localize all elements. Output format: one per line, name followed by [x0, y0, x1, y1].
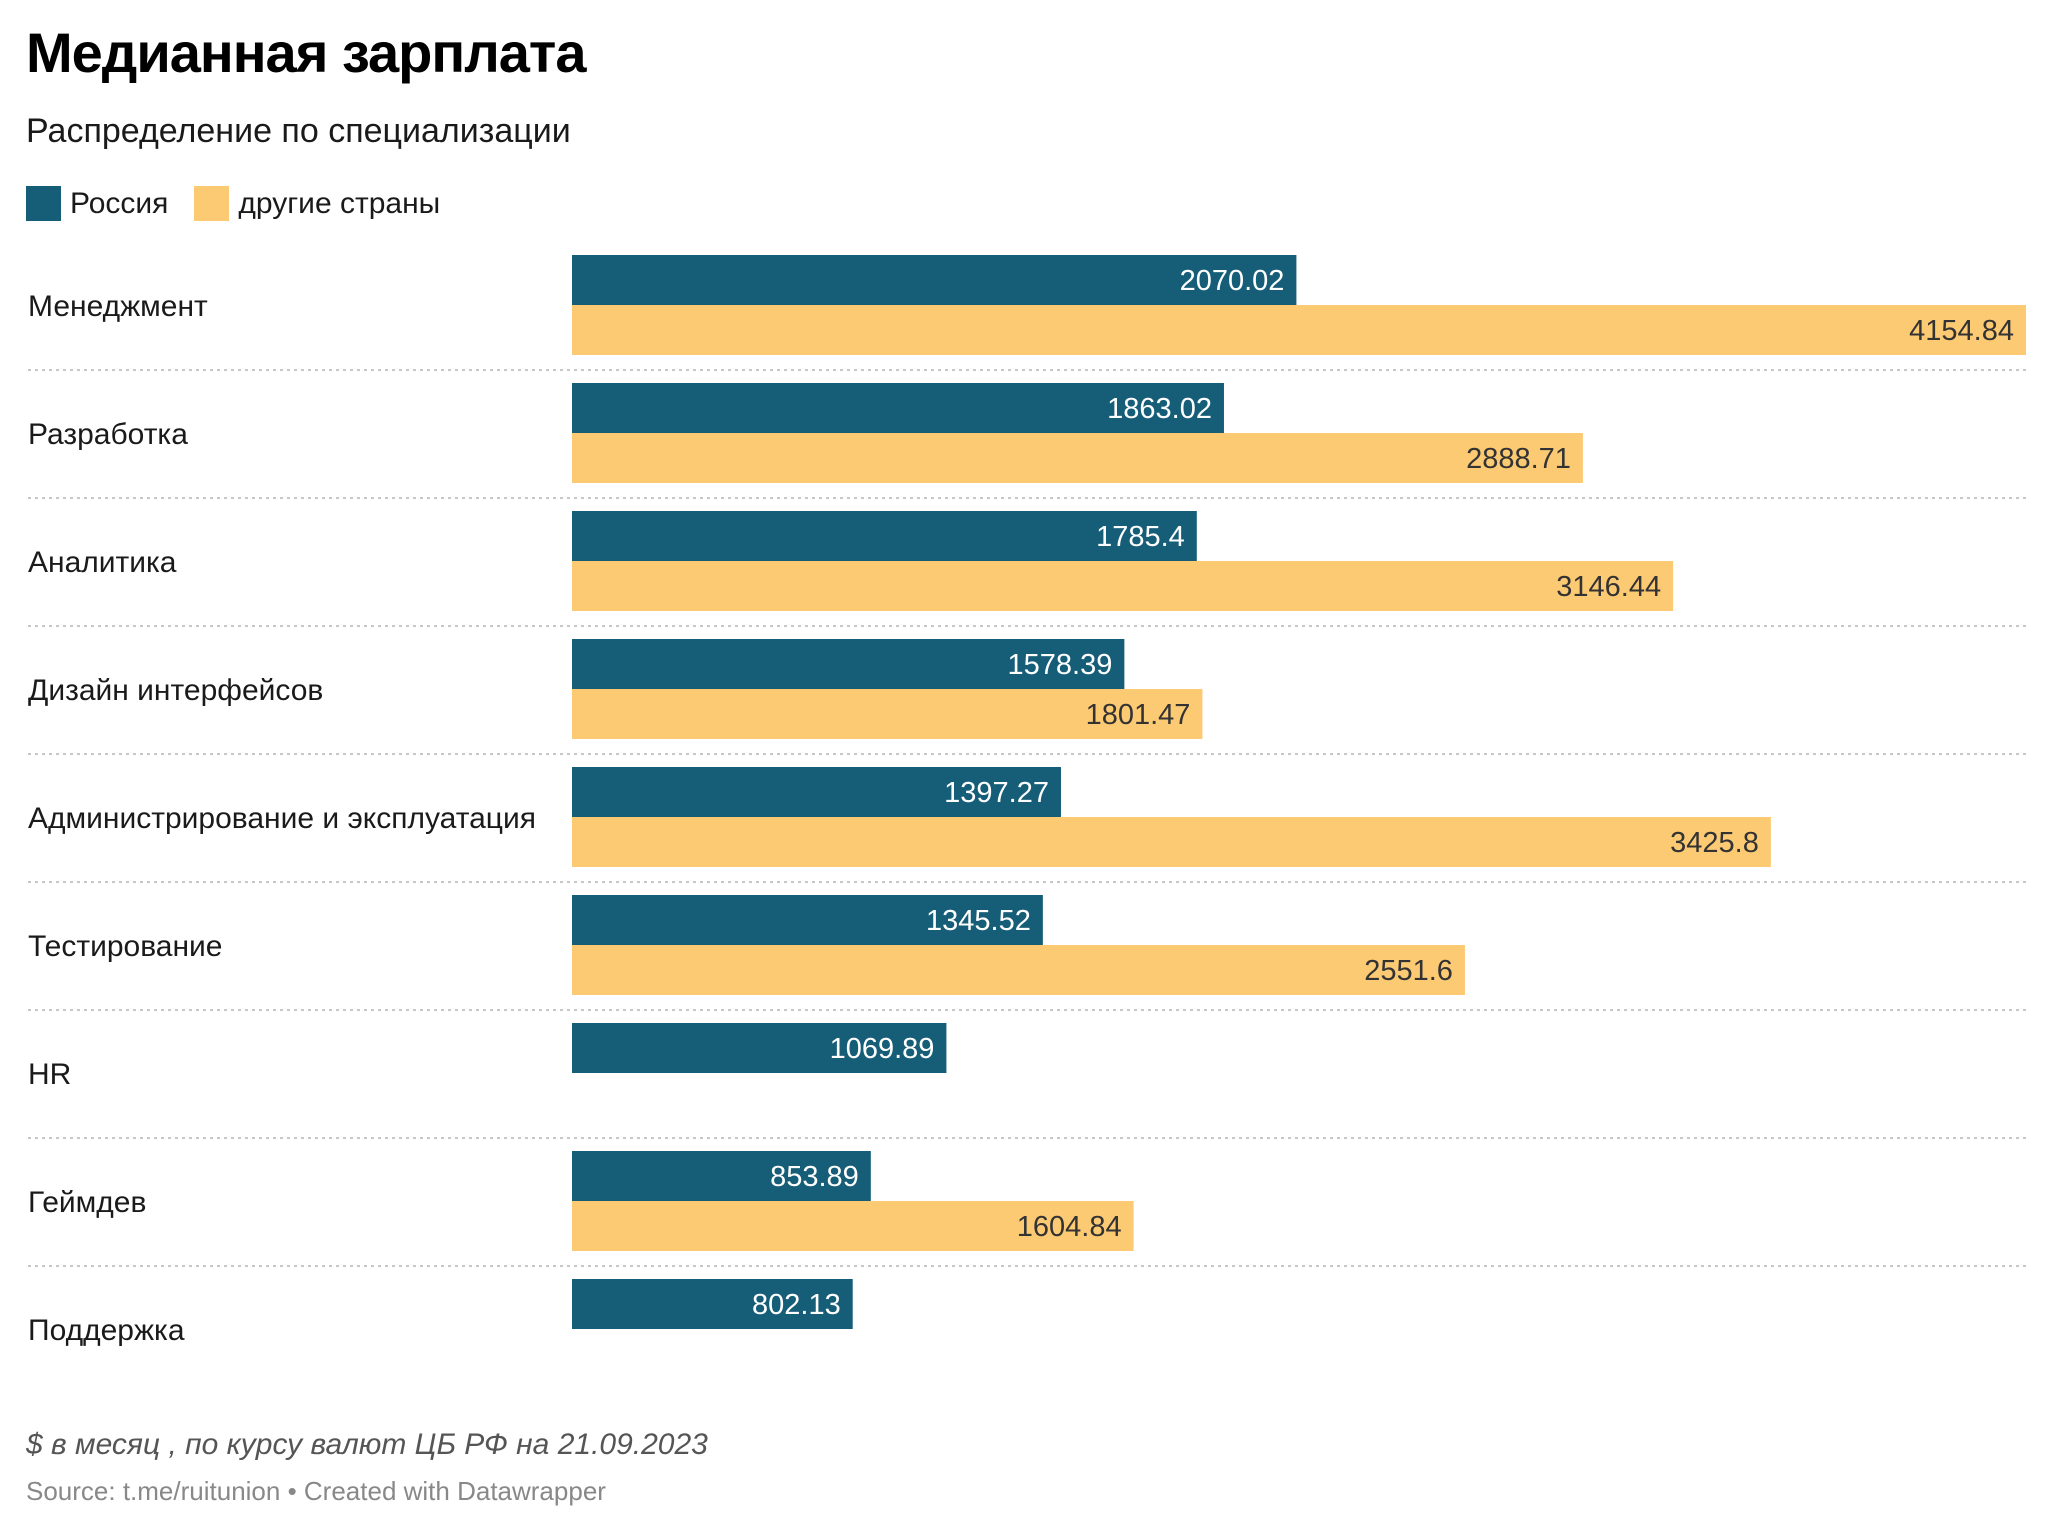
bar-other — [572, 817, 1771, 867]
bar-chart: Менеджмент 2070.02 4154.84 Разработка 1863.0… — [28, 255, 2026, 1347]
bar-other — [572, 945, 1465, 995]
category-label: Разработка — [28, 418, 188, 451]
chart-subtitle: Распределение по специализации — [26, 112, 571, 150]
bar-russia — [572, 511, 1197, 561]
legend-label-other: другие страны — [238, 186, 441, 220]
value-label: 1785.4 — [1096, 521, 1185, 553]
bar-other — [572, 1201, 1134, 1251]
value-label: 3425.8 — [1670, 827, 1759, 859]
value-label: 2070.02 — [1180, 265, 1285, 297]
legend: Россия другие страны — [26, 186, 466, 221]
bar-russia — [572, 383, 1224, 433]
category-label: HR — [28, 1058, 71, 1091]
category-label: Тестирование — [28, 930, 223, 963]
chart-title: Медианная зарплата — [26, 21, 586, 84]
bar-russia — [572, 767, 1061, 817]
value-label: 1578.39 — [1008, 649, 1113, 681]
value-label: 4154.84 — [1909, 315, 2014, 347]
legend-swatch-other — [194, 186, 230, 221]
chart-note: $ в месяц , по курсу валют ЦБ РФ на 21.0… — [26, 1428, 708, 1461]
bar-russia — [572, 895, 1043, 945]
value-label: 1604.84 — [1017, 1211, 1122, 1243]
chart-source: Source: t.me/ruitunion • Created with Da… — [26, 1476, 606, 1506]
value-label: 2551.6 — [1364, 955, 1453, 987]
value-label: 802.13 — [752, 1289, 841, 1321]
category-label: Дизайн интерфейсов — [28, 674, 323, 707]
value-label: 2888.71 — [1466, 443, 1571, 475]
bar-other — [572, 305, 2026, 355]
category-label: Менеджмент — [28, 290, 208, 323]
value-label: 853.89 — [770, 1161, 859, 1193]
bar-other — [572, 433, 1583, 483]
legend-swatch-russia — [26, 186, 61, 221]
bar-other — [572, 561, 1674, 611]
bar-other — [572, 689, 1203, 739]
value-label: 1863.02 — [1107, 393, 1212, 425]
bar-russia — [572, 255, 1297, 305]
value-label: 1069.89 — [830, 1033, 935, 1065]
value-label: 3146.44 — [1556, 571, 1661, 603]
category-label: Поддержка — [28, 1314, 185, 1347]
legend-label-russia: Россия — [70, 186, 169, 220]
category-label: Геймдев — [28, 1186, 146, 1219]
value-label: 1801.47 — [1086, 699, 1191, 731]
legend-item-other: другие страны — [194, 186, 440, 221]
legend-item-russia: Россия — [26, 186, 168, 221]
bar-russia — [572, 1023, 947, 1073]
category-label: Аналитика — [28, 546, 177, 579]
value-label: 1397.27 — [944, 777, 1049, 809]
category-label: Администрирование и эксплуатация — [28, 802, 536, 835]
bar-russia — [572, 1279, 853, 1329]
bar-russia — [572, 639, 1125, 689]
bar-russia — [572, 1151, 871, 1201]
value-label: 1345.52 — [926, 905, 1031, 937]
